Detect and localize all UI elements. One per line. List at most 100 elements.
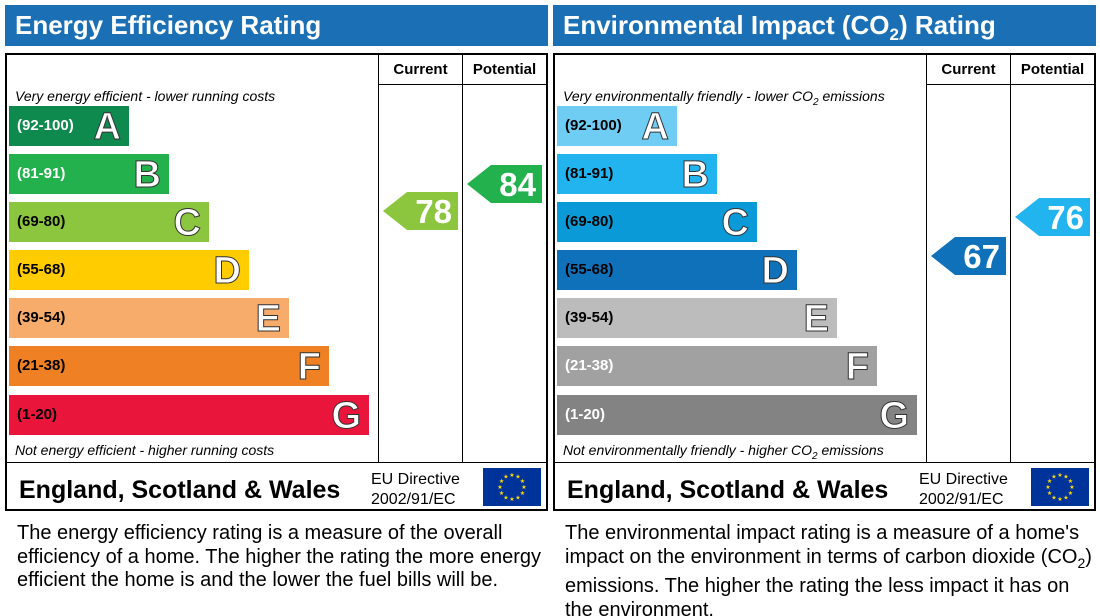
star-icon: ★ xyxy=(515,494,520,501)
divider xyxy=(926,84,1094,85)
star-icon: ★ xyxy=(1068,490,1073,497)
desc-subscript: 2 xyxy=(1077,554,1086,571)
rating-band-e: (39-54) E xyxy=(557,298,837,341)
col-potential: Potential xyxy=(472,61,537,78)
desc-text: The environmental impact rating is a mea… xyxy=(565,522,1080,568)
environmental-impact-panel: Environmental Impact (CO2) Rating Curren… xyxy=(553,0,1096,616)
band-letter: D xyxy=(761,250,789,293)
star-icon: ★ xyxy=(1068,478,1073,485)
rating-band-b: (81-91) B xyxy=(9,154,169,197)
band-range: (55-68) xyxy=(565,261,614,278)
band-letter: B xyxy=(681,154,709,197)
eu-directive: EU Directive 2002/91/EC xyxy=(919,470,1008,510)
note-text-end: emissions xyxy=(818,88,885,104)
note-bottom: Not environmentally friendly - higher CO… xyxy=(563,442,884,462)
band-letter: D xyxy=(213,250,241,293)
band-range: (1-20) xyxy=(17,406,58,423)
star-icon: ★ xyxy=(1047,490,1052,497)
band-letter: B xyxy=(133,154,161,197)
note-text-end: emissions xyxy=(817,442,884,458)
rating-band-g: (1-20) G xyxy=(9,395,369,438)
current-rating-arrow: 67 xyxy=(931,237,1006,275)
star-icon: ★ xyxy=(1057,496,1062,503)
rating-band-f: (21-38) F xyxy=(9,346,329,389)
band-letter: G xyxy=(879,395,910,438)
band-letter: E xyxy=(803,298,829,341)
eu-directive-line2: 2002/91/EC xyxy=(371,491,456,508)
divider xyxy=(1010,55,1011,462)
divider xyxy=(378,55,379,462)
star-icon: ★ xyxy=(509,496,514,503)
rating-band-a: (92-100) A xyxy=(557,106,677,149)
note-text: Very environmentally friendly - lower CO xyxy=(563,88,814,104)
title-text-end: ) Rating xyxy=(898,10,996,40)
col-potential: Potential xyxy=(1020,61,1085,78)
band-range: (21-38) xyxy=(565,357,614,374)
current-rating-value: 67 xyxy=(963,238,1000,275)
band-range: (81-91) xyxy=(565,165,614,182)
note-top: Very environmentally friendly - lower CO… xyxy=(563,88,885,108)
star-icon: ★ xyxy=(520,490,525,497)
band-letter: E xyxy=(255,298,281,341)
divider xyxy=(378,84,546,85)
environment-description: The environmental impact rating is a mea… xyxy=(565,522,1095,616)
potential-rating-value: 84 xyxy=(499,166,536,203)
eu-flag-icon: ★ ★ ★ ★ ★ ★ ★ ★ ★ ★ ★ ★ xyxy=(1031,468,1089,506)
rating-band-e: (39-54) E xyxy=(9,298,289,341)
band-range: (39-54) xyxy=(17,309,66,326)
star-icon: ★ xyxy=(499,490,504,497)
star-icon: ★ xyxy=(503,474,508,481)
rating-band-d: (55-68) D xyxy=(557,250,797,293)
star-icon: ★ xyxy=(515,474,520,481)
environment-chart: Current Potential Very environmentally f… xyxy=(553,53,1096,511)
note-text: Not environmentally friendly - higher CO xyxy=(563,442,812,458)
band-range: (81-91) xyxy=(17,165,66,182)
star-icon: ★ xyxy=(1045,484,1050,491)
star-icon: ★ xyxy=(1051,494,1056,501)
eu-directive-line2: 2002/91/EC xyxy=(919,491,1004,508)
band-range: (39-54) xyxy=(565,309,614,326)
col-current: Current xyxy=(941,61,996,78)
environment-title: Environmental Impact (CO2) Rating xyxy=(553,5,1096,46)
band-letter: C xyxy=(173,202,201,245)
rating-band-c: (69-80) C xyxy=(557,202,757,245)
title-subscript: 2 xyxy=(889,25,899,45)
rating-band-b: (81-91) B xyxy=(557,154,717,197)
current-rating-value: 78 xyxy=(415,193,452,230)
current-rating-arrow: 78 xyxy=(383,192,458,230)
rating-band-a: (92-100) A xyxy=(9,106,129,149)
divider xyxy=(555,462,1094,463)
rating-band-d: (55-68) D xyxy=(9,250,249,293)
col-current: Current xyxy=(393,61,448,78)
region-label: England, Scotland & Wales xyxy=(19,476,341,504)
energy-description: The energy efficiency rating is a measur… xyxy=(17,522,542,591)
rating-band-c: (69-80) C xyxy=(9,202,209,245)
rating-band-g: (1-20) G xyxy=(557,395,917,438)
rating-band-f: (21-38) F xyxy=(557,346,877,389)
note-bottom: Not energy efficient - higher running co… xyxy=(15,442,275,458)
star-icon: ★ xyxy=(1057,472,1062,479)
potential-rating-value: 76 xyxy=(1047,199,1084,236)
note-subscript: 2 xyxy=(812,450,818,462)
band-range: (69-80) xyxy=(17,213,66,230)
star-icon: ★ xyxy=(497,484,502,491)
band-letter: F xyxy=(845,346,869,389)
band-range: (1-20) xyxy=(565,406,606,423)
band-range: (92-100) xyxy=(565,117,622,134)
star-icon: ★ xyxy=(1069,484,1074,491)
star-icon: ★ xyxy=(509,472,514,479)
star-icon: ★ xyxy=(1063,474,1068,481)
star-icon: ★ xyxy=(521,484,526,491)
eu-directive-line1: EU Directive xyxy=(919,471,1008,488)
eu-directive-line1: EU Directive xyxy=(371,471,460,488)
note-subscript: 2 xyxy=(813,96,819,108)
eu-flag-icon: ★ ★ ★ ★ ★ ★ ★ ★ ★ ★ ★ ★ xyxy=(483,468,541,506)
region-label: England, Scotland & Wales xyxy=(567,476,889,504)
band-range: (55-68) xyxy=(17,261,66,278)
eu-stars: ★★★★★★★★★ ★ ★★ xyxy=(1045,472,1074,503)
desc-text-end: ) emissions. The higher the rating the l… xyxy=(565,545,1092,616)
band-letter: F xyxy=(297,346,321,389)
star-icon: ★ xyxy=(1063,494,1068,501)
divider xyxy=(7,462,546,463)
band-range: (21-38) xyxy=(17,357,66,374)
